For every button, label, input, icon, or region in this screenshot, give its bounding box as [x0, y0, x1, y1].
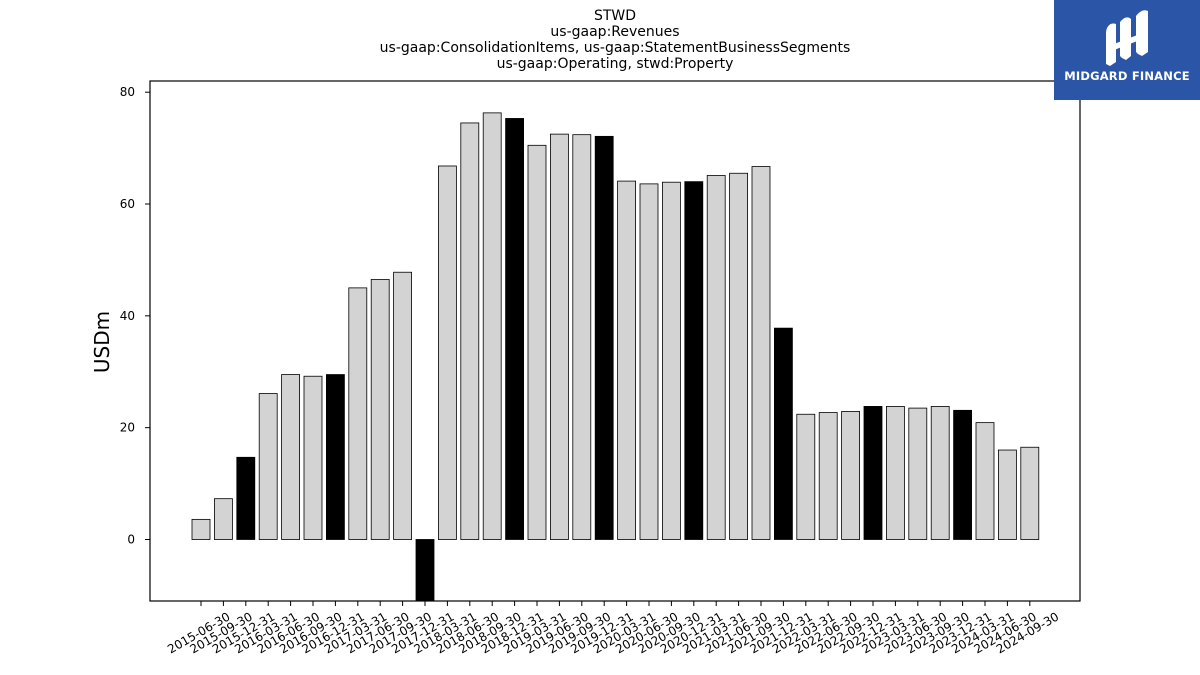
bar-2020-06-30	[639, 183, 659, 540]
bar-2016-12-31	[325, 374, 345, 540]
bar-2018-03-31	[437, 165, 457, 540]
bar-2018-12-31	[505, 118, 525, 540]
chart-title-line-3: us-gaap:ConsolidationItems, us-gaap:Stat…	[379, 40, 851, 56]
y-axis-label: USDm	[90, 311, 114, 373]
chart-title-line-1: STWD	[593, 8, 637, 24]
bar-2022-06-30	[818, 412, 838, 540]
y-tick-label: 20	[120, 421, 135, 435]
bar-2016-06-30	[281, 374, 301, 540]
bar-2024-06-30	[998, 449, 1017, 540]
bar-2017-03-31	[348, 287, 368, 540]
bar-2023-03-31	[886, 406, 905, 540]
bar-2015-09-30	[213, 498, 233, 540]
bar-2020-09-30	[662, 181, 681, 540]
bar-2022-12-31	[863, 406, 883, 540]
bar-2016-03-31	[258, 393, 278, 540]
bar-2021-06-30	[729, 172, 748, 540]
bar-2021-03-31	[706, 175, 726, 540]
bar-2024-09-30	[1020, 446, 1040, 540]
bar-2021-12-31	[774, 327, 793, 540]
bar-2024-03-31	[975, 422, 995, 540]
bar-2017-12-31	[415, 539, 435, 602]
y-tick-label: 80	[120, 85, 135, 99]
bar-2021-09-30	[751, 166, 771, 540]
bar-2018-06-30	[460, 122, 480, 540]
bar-2020-12-31	[684, 181, 704, 540]
chart-title-line-2: us-gaap:Revenues	[550, 24, 680, 40]
bar-2017-06-30	[370, 279, 390, 540]
bar-2020-03-31	[617, 180, 636, 540]
plot-frame	[149, 80, 1081, 602]
y-tick-label: 40	[120, 309, 135, 323]
bar-2022-03-31	[796, 413, 816, 540]
y-tick-label: 60	[120, 197, 135, 211]
bar-2015-06-30	[191, 518, 211, 540]
bar-2023-09-30	[930, 406, 950, 540]
bar-2023-06-30	[908, 407, 928, 540]
y-tick-label: 0	[127, 532, 135, 546]
chart-title-line-4: us-gaap:Operating, stwd:Property	[496, 56, 734, 72]
bar-2019-06-30	[550, 133, 569, 540]
bar-2016-09-30	[303, 375, 323, 540]
bar-2019-09-30	[572, 134, 592, 540]
bar-2018-09-30	[482, 112, 502, 540]
bars-group	[191, 112, 1040, 602]
bar-2019-03-31	[527, 144, 547, 540]
bar-2017-09-30	[393, 271, 413, 540]
logo-text: MIDGARD FINANCE	[1064, 69, 1190, 83]
midgard-logo-icon	[1106, 10, 1148, 67]
axes-group: 0204060802015-06-302015-09-302015-12-312…	[120, 80, 1081, 656]
midgard-finance-logo: MIDGARD FINANCE	[1054, 0, 1200, 100]
bar-2019-12-31	[594, 135, 614, 540]
bar-2022-09-30	[841, 411, 860, 540]
bar-2015-12-31	[236, 456, 256, 540]
bar-2023-12-31	[953, 409, 972, 540]
